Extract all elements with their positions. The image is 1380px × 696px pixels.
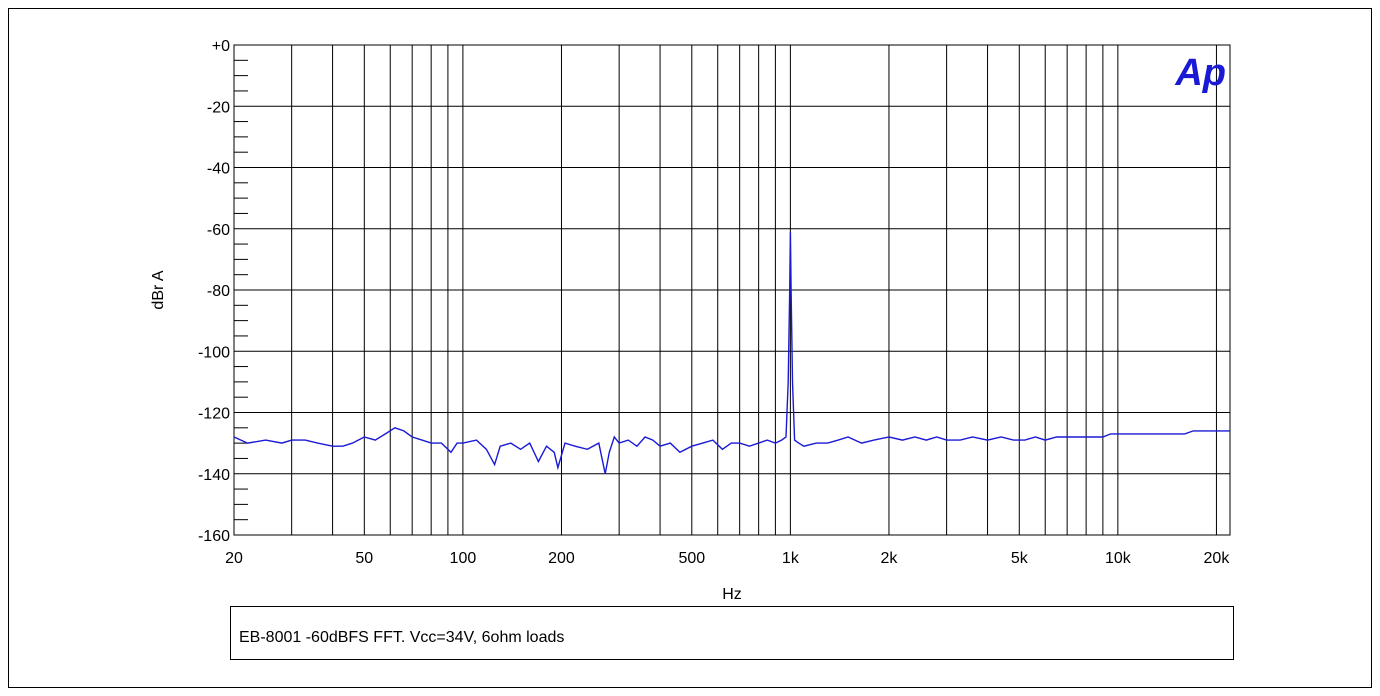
x-tick-label: 20 bbox=[225, 550, 243, 567]
y-tick-label: -160 bbox=[198, 528, 230, 545]
y-tick-label: -20 bbox=[207, 99, 230, 116]
chart-frame bbox=[8, 8, 1372, 688]
ap-logo: Ap bbox=[1174, 52, 1226, 94]
x-tick-label: 5k bbox=[1011, 550, 1029, 567]
grid bbox=[234, 44, 1230, 536]
x-tick-label: 2k bbox=[881, 550, 899, 567]
y-tick-label: -80 bbox=[207, 283, 230, 300]
tick-labels: +0 -20 -40 -60 -80 -100 -120 -140 -160 20 50 100 200… bbox=[198, 38, 1230, 567]
x-tick-label: 1k bbox=[782, 550, 800, 567]
x-tick-label: 100 bbox=[450, 550, 477, 567]
x-axis-label: Hz bbox=[722, 586, 742, 603]
y-tick-label: -60 bbox=[207, 222, 230, 239]
x-tick-label: 500 bbox=[678, 550, 705, 567]
y-tick-label: +0 bbox=[212, 38, 230, 55]
x-tick-label: 50 bbox=[355, 550, 373, 567]
plot-area bbox=[233, 44, 1231, 536]
x-tick-label: 20k bbox=[1204, 550, 1231, 567]
caption-box: EB-8001 -60dBFS FFT. Vcc=34V, 6ohm loads bbox=[230, 606, 1234, 660]
y-axis-label: dBr A bbox=[150, 270, 167, 309]
y-tick-label: -120 bbox=[198, 406, 230, 423]
y-tick-label: -100 bbox=[198, 344, 230, 361]
y-tick-label: -40 bbox=[207, 161, 230, 178]
x-tick-label: 200 bbox=[548, 550, 575, 567]
x-tick-label: 10k bbox=[1105, 550, 1132, 567]
y-tick-label: -140 bbox=[198, 467, 230, 484]
series-line bbox=[233, 231, 1230, 474]
caption-text: EB-8001 -60dBFS FFT. Vcc=34V, 6ohm loads bbox=[239, 629, 565, 646]
